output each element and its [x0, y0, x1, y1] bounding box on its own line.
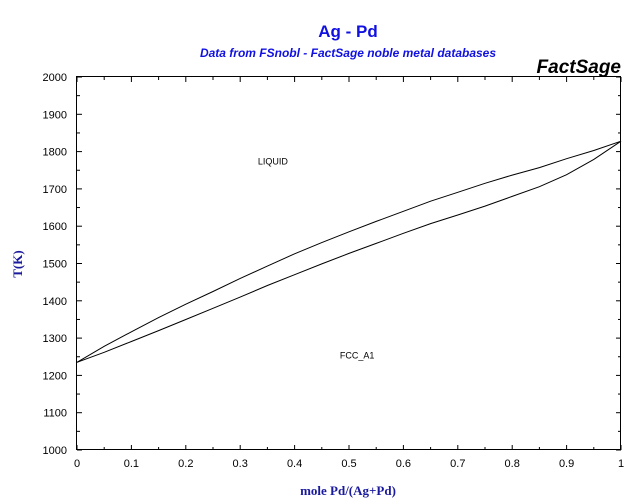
x-axis-title: mole Pd/(Ag+Pd): [300, 483, 396, 498]
liquidus-line: [76, 140, 622, 363]
brand-logo: FactSage: [537, 57, 622, 78]
x-tick-label: 0.6: [396, 458, 411, 470]
y-tick-label: 2000: [43, 72, 67, 84]
x-tick-label: 0.1: [124, 458, 139, 470]
y-tick-label: 1400: [43, 296, 67, 308]
y-axis-title: T(K): [10, 250, 25, 277]
x-tick-label: 0.3: [233, 458, 248, 470]
plot-frame: [76, 76, 621, 450]
y-tick-label: 1500: [43, 259, 67, 271]
phase-boundary-lines: [76, 140, 622, 363]
y-tick-label: 1000: [43, 445, 67, 457]
x-tick-label: 0.2: [178, 458, 193, 470]
y-axis: 1000 1100 1200 1300 1400 1500 1600 1700 1800 1900…: [43, 72, 621, 457]
phase-labels: LIQUID FCC_A1: [258, 157, 375, 361]
x-tick-label: 0.8: [505, 458, 520, 470]
y-tick-label: 1900: [43, 109, 67, 121]
y-tick-label: 1800: [43, 147, 67, 159]
phase-label: LIQUID: [258, 157, 289, 167]
x-tick-label: 0.5: [341, 458, 356, 470]
y-tick-label: 1600: [43, 221, 67, 233]
x-tick-label: 0.9: [559, 458, 574, 470]
solidus-line: [76, 140, 622, 363]
y-tick-label: 1200: [43, 370, 67, 382]
x-tick-label: 0.4: [287, 458, 302, 470]
y-tick-label: 1100: [43, 408, 67, 420]
x-tick-label: 1: [618, 458, 624, 470]
x-tick-label: 0.7: [450, 458, 465, 470]
chart-subtitle: Data from FSnobl - FactSage noble metal …: [200, 46, 496, 60]
y-tick-label: 1700: [43, 184, 67, 196]
x-tick-label: 0: [74, 458, 80, 470]
chart-title: Ag - Pd: [318, 22, 378, 41]
x-axis: 0 0.1 0.2 0.3 0.4 0.5 0.6 0.7 0.8 0.9 1: [74, 77, 624, 470]
phase-label: FCC_A1: [340, 351, 375, 361]
y-tick-label: 1300: [43, 333, 67, 345]
